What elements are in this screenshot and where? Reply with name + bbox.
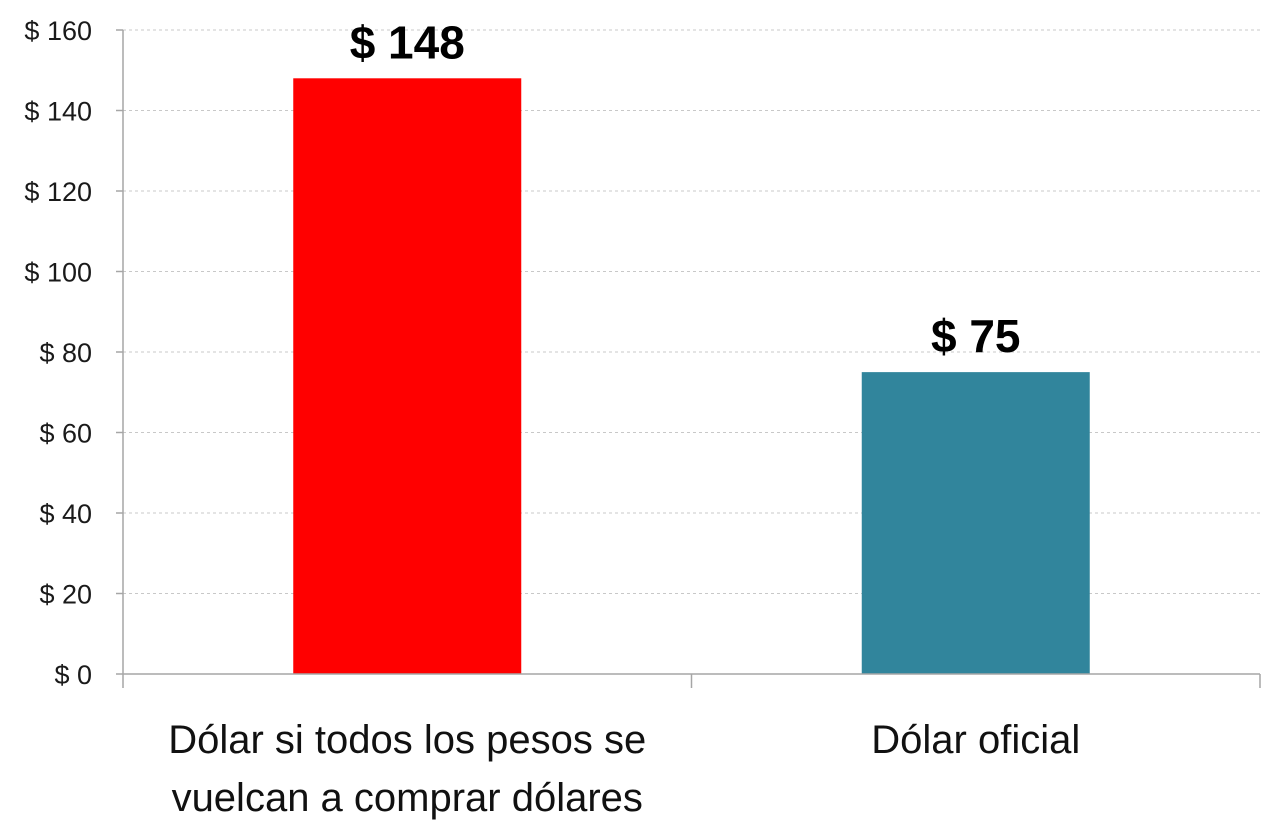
y-tick-label: $ 60 [39,419,92,449]
y-tick-label: $ 0 [54,660,92,690]
axes [116,29,1261,688]
data-labels: $ 148 $ 75 [350,16,1021,362]
x-category-label: Dólar oficial [871,718,1080,762]
data-label: $ 148 [350,16,465,68]
y-tick-label: $ 80 [39,338,92,368]
y-tick-label: $ 120 [24,177,92,207]
y-tick-label: $ 20 [39,580,92,610]
y-axis-tick-labels: $ 0 $ 20 $ 40 $ 60 $ 80 $ 100 $ 120 $ 140 $ 160 [24,16,92,690]
y-tick-label: $ 140 [24,97,92,127]
bars [293,78,1090,675]
y-tick-label: $ 40 [39,499,92,529]
y-tick-label: $ 100 [24,258,92,288]
y-tick-label: $ 160 [24,16,92,46]
x-axis-category-labels: Dólar si todos los pesos se vuelcan a com… [168,718,1080,820]
data-label: $ 75 [931,310,1021,362]
bar [293,78,522,675]
bar [861,372,1090,674]
x-category-label: Dólar si todos los pesos se [168,718,646,762]
x-category-label: vuelcan a comprar dólares [172,776,643,820]
